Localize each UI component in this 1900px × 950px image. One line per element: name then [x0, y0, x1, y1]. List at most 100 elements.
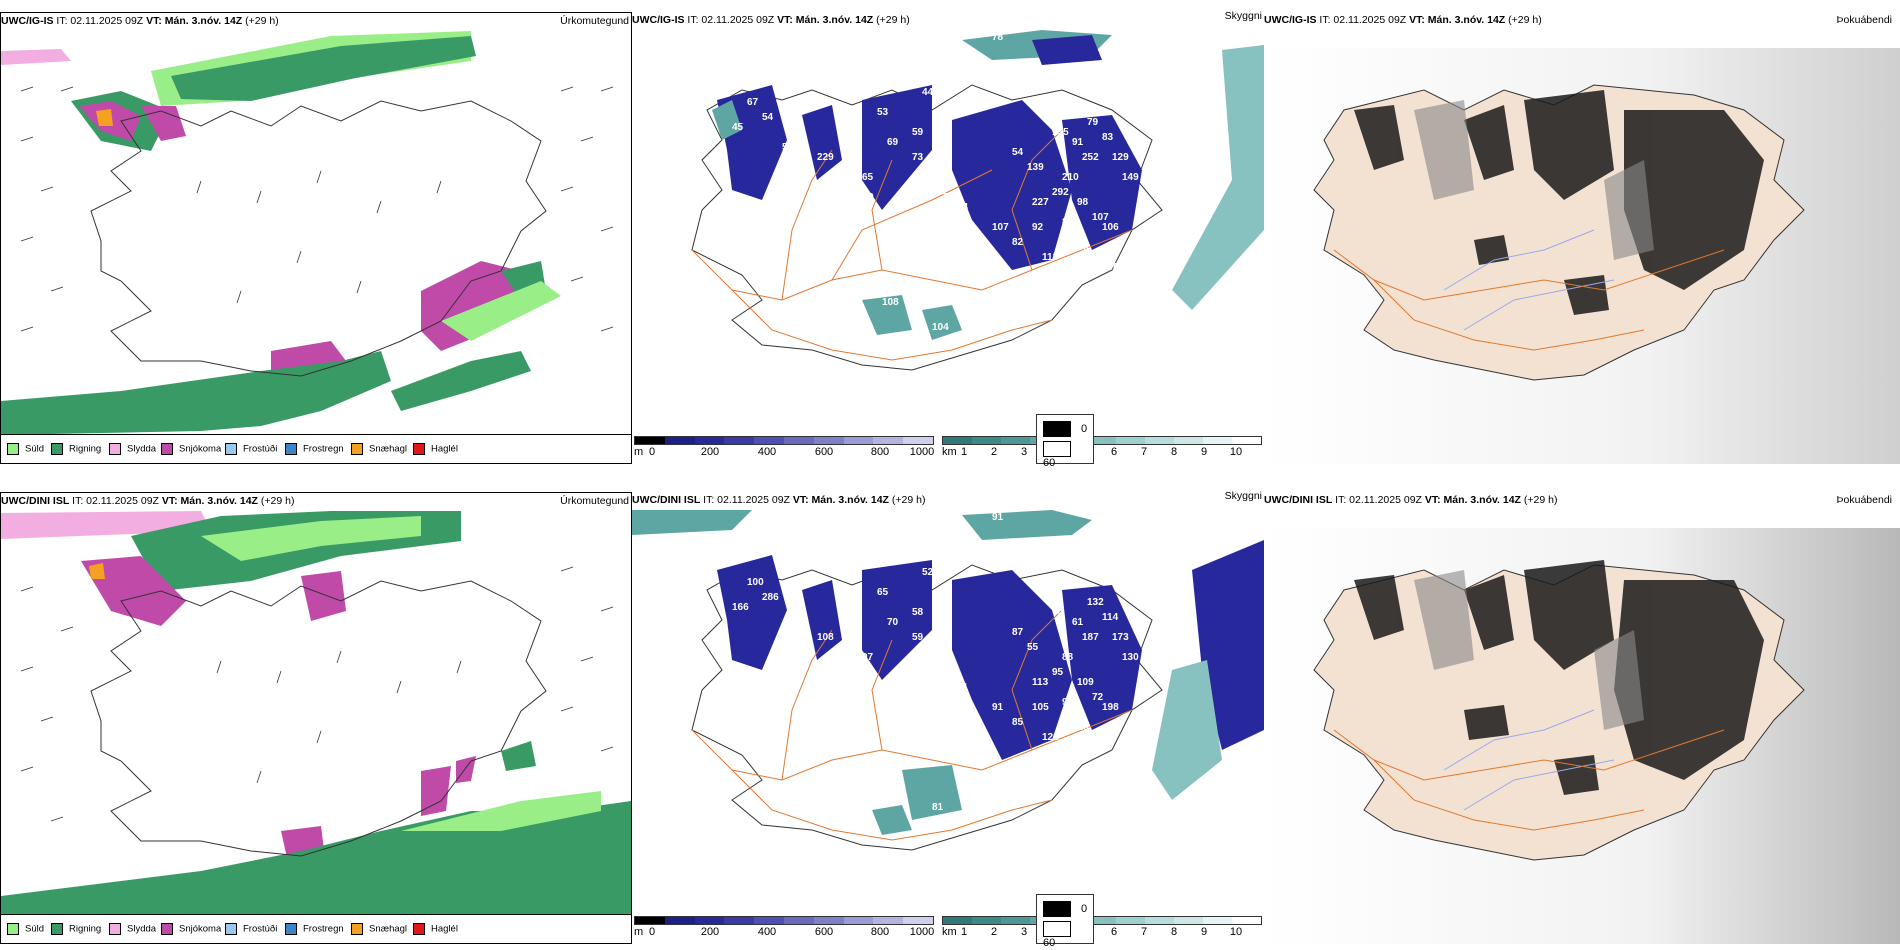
cloud-height-label: 85 [1012, 717, 1024, 728]
cloud-height-label: 59 [782, 142, 794, 153]
valid-time: VT: Mán. 3.nóv. 14Z [1424, 494, 1521, 506]
swatch [1043, 901, 1071, 917]
colorbar-step [971, 437, 1001, 444]
hail-mark [89, 563, 105, 579]
cloud-height-label: 256 [782, 622, 799, 633]
cloud-height-label: 109 [1077, 677, 1094, 688]
cloud-height-label: 132 [1087, 597, 1104, 608]
legend-item: Rigning [51, 923, 101, 935]
panel-title: UWC/IG-IS IT: 02.11.2025 09Z VT: Mán. 3.… [1, 13, 631, 29]
colorbar-step [873, 917, 904, 924]
lead-time: (+29 h) [245, 15, 279, 27]
colorbar-step [1203, 437, 1233, 444]
model-name: UWC/IG-IS [1, 15, 54, 27]
valid-time: VT: Mán. 3.nóv. 14Z [1409, 14, 1506, 26]
precip-type-map [1, 511, 631, 915]
cloud-height-label: 70 [887, 617, 899, 628]
legend-item: Snæhagl [351, 923, 407, 935]
cloud-height-label: 46 [942, 77, 954, 88]
cloud-height-label: 54 [952, 252, 964, 263]
colorbar-step [783, 437, 814, 444]
fog-index-panel-row1: UWC/DINI ISL IT: 02.11.2025 09Z VT: Mán.… [1036, 492, 1900, 949]
valid-time: VT: Mán. 3.nóv. 14Z [146, 15, 243, 27]
colorbar-step [783, 917, 814, 924]
cloud-height-label: 113 [1042, 252, 1059, 263]
swatch [413, 443, 425, 455]
cloud-height-label: 99 [857, 672, 869, 683]
cloud-height-label: 72 [1092, 692, 1104, 703]
visibility-panel-row0: UWC/IG-IS IT: 02.11.2025 09Z VT: Mán. 3.… [632, 10, 1264, 464]
swatch [351, 443, 363, 455]
road-network [691, 129, 1133, 361]
colorbar-step [1000, 437, 1030, 444]
cloud-height-label: 88 [1062, 652, 1074, 663]
cloud-height-label: 99 [1062, 697, 1074, 708]
lead-time: (+29 h) [1508, 14, 1542, 26]
swatch [1043, 421, 1071, 437]
cloud-height-label: 65 [877, 587, 889, 598]
legend-item: Frostregn [285, 923, 344, 935]
panel-name: Úrkomutegund [560, 15, 629, 27]
cloud-height-label: 74 [957, 202, 969, 213]
valid-time: VT: Mán. 3.nóv. 14Z [792, 494, 889, 506]
colorbar-step [664, 437, 695, 444]
swatch [351, 923, 363, 935]
snow-se2 [456, 756, 476, 783]
height-labels: 9182545265587059496376618755706113211417… [732, 512, 1139, 813]
cloud-height-label: 91 [992, 512, 1004, 523]
roads [1333, 729, 1725, 831]
colorbar-step [724, 437, 755, 444]
drizzle-south [441, 281, 561, 341]
cloud-height-label: 68 [932, 182, 944, 193]
cloud-height-label: 97 [842, 692, 854, 703]
colorbar-step [943, 917, 972, 924]
cloud-height-label: 155 [1052, 127, 1069, 138]
fog-grey-areas [1414, 100, 1654, 260]
model-name: UWC/IG-IS [632, 14, 685, 26]
swatch [161, 923, 173, 935]
precip-legend: Súld Rigning Slydda Snjókoma Frostúði Fr… [1, 434, 631, 463]
drizzle-band [201, 516, 421, 561]
init-time: IT: 02.11.2025 09Z [72, 495, 159, 507]
fog-index-map [1264, 48, 1900, 464]
cloud-height-label: 44 [922, 87, 934, 98]
cloud-height-label: 286 [762, 592, 779, 603]
low-cloud-blue [717, 35, 1142, 270]
legend-item: Slydda [109, 443, 156, 455]
cloud-height-label: 130 [1122, 652, 1139, 663]
visibility-map: 9182545265587059496376618755706113211417… [632, 510, 1264, 851]
low-cloud-teal [712, 100, 962, 340]
precip-type-panel-row1: UWC/DINI ISL IT: 02.11.2025 09Z VT: Mán.… [0, 492, 632, 944]
colorbar-step [971, 917, 1001, 924]
cloud-height-colorbar: m 0 200 400 600 800 1000 [634, 436, 934, 459]
cloud-height-label: 190 [857, 192, 874, 203]
swatch [285, 443, 297, 455]
roads [1333, 249, 1725, 351]
init-time: IT: 02.11.2025 09Z [1335, 494, 1422, 506]
cloud-height-label: 87 [1062, 217, 1074, 228]
lead-time: (+29 h) [1523, 494, 1558, 506]
cloud-height-label: 61 [1072, 617, 1084, 628]
snow-n2 [301, 571, 346, 621]
panel-title: UWC/IG-IS IT: 02.11.2025 09Z VT: Mán. 3.… [1264, 12, 1900, 28]
colorbar-step [1203, 917, 1233, 924]
rivers [1443, 709, 1615, 811]
cloud-height-label: 298 [742, 222, 759, 233]
cloud-height-label: 107 [1092, 212, 1109, 223]
height-labels: 7811446445359697364687674541391559179831… [732, 32, 1139, 333]
cloud-height-label: 11 [812, 662, 823, 673]
swatch [161, 443, 173, 455]
model-name: UWC/DINI ISL [1264, 494, 1333, 506]
cloud-height-label: 95 [1052, 667, 1064, 678]
cloud-height-label: 166 [732, 602, 749, 613]
valid-time: VT: Mán. 3.nóv. 14Z [777, 14, 874, 26]
swatch [225, 923, 237, 935]
cloud-height-label: 292 [1052, 187, 1069, 198]
cloud-height-label: 48 [882, 777, 894, 788]
colorbar-step [1145, 917, 1175, 924]
rivers [1443, 229, 1615, 331]
panel-title: UWC/DINI ISL IT: 02.11.2025 09Z VT: Mán.… [632, 490, 1264, 508]
cloud-height-label: 98 [1077, 197, 1089, 208]
cloud-height-label: 69 [887, 137, 899, 148]
swatch [1043, 441, 1071, 457]
